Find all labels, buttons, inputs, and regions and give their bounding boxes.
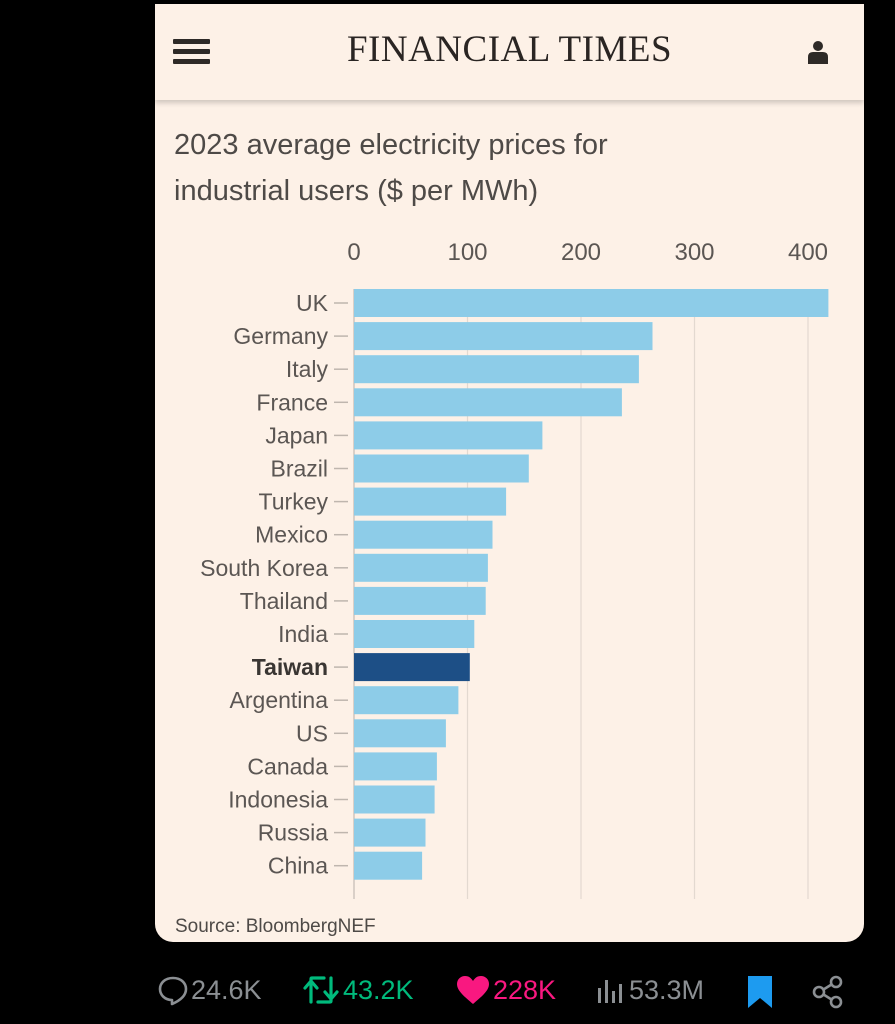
engagement-bar: 24.6K 43.2K 228K 53.3M [0, 960, 895, 1020]
bar-japan [354, 421, 543, 450]
x-tick-label-100: 100 [447, 239, 487, 266]
bar-indonesia [354, 785, 435, 814]
bar-mexico [354, 520, 493, 549]
category-label-argentina: Argentina [230, 687, 329, 713]
bar-italy [354, 355, 639, 384]
category-label-uk: UK [296, 290, 329, 316]
ft-header: FINANCIAL TIMES [155, 4, 864, 100]
reply-icon [158, 976, 188, 1006]
chart-title: 2023 average electricity prices for indu… [174, 122, 608, 214]
reply-count: 24.6K [191, 974, 262, 1005]
category-label-canada: Canada [247, 753, 328, 779]
bar-turkey [354, 487, 507, 516]
x-tick-label-300: 300 [674, 239, 714, 266]
bar-india [354, 620, 475, 648]
like-button[interactable]: 228K [455, 974, 556, 1006]
repost-icon [303, 976, 339, 1004]
views-button[interactable]: 53.3M [595, 974, 704, 1006]
views-count: 53.3M [629, 974, 705, 1005]
bar-thailand [354, 586, 486, 615]
category-label-taiwan: Taiwan [252, 654, 328, 680]
bar-china [354, 851, 423, 880]
category-label-thailand: Thailand [240, 588, 328, 614]
bar-chart: 0 100 200 300 400 UK Germany Italy France Japan Br… [200, 239, 829, 899]
category-label-brazil: Brazil [270, 456, 328, 482]
bookmark-button[interactable] [745, 974, 775, 1010]
category-label-mexico: Mexico [255, 522, 328, 548]
chart-title-line-1: 2023 average electricity prices for [174, 129, 608, 161]
x-tick-label-0: 0 [347, 239, 360, 266]
like-count: 228K [493, 974, 557, 1005]
hamburger-menu-icon[interactable] [173, 39, 210, 65]
bar-south-korea [354, 553, 488, 582]
category-label-china: China [268, 853, 328, 879]
category-label-turkey: Turkey [259, 489, 329, 515]
category-label-indonesia: Indonesia [228, 787, 328, 813]
category-label-italy: Italy [286, 356, 329, 382]
category-label-russia: Russia [258, 820, 329, 846]
bar-uk [354, 289, 829, 317]
bar-germany [354, 322, 653, 351]
share-button[interactable] [810, 974, 846, 1010]
x-tick-label-400: 400 [788, 239, 828, 266]
chart-title-line-2: industrial users ($ per MWh) [174, 175, 539, 207]
category-label-germany: Germany [233, 323, 328, 349]
share-icon [812, 975, 843, 1009]
category-label-japan: Japan [265, 422, 328, 448]
repost-button[interactable]: 43.2K [302, 974, 414, 1006]
brand-logo: FINANCIAL TIMES [346, 29, 673, 70]
views-chart-icon [598, 980, 622, 1003]
x-tick-label-200: 200 [561, 239, 601, 266]
bar-us [354, 719, 446, 748]
bar-france [354, 388, 622, 417]
chart-card: FINANCIAL TIMES 2023 average electricity… [155, 4, 864, 942]
user-account-icon[interactable] [807, 40, 829, 64]
category-label-south-korea: South Korea [200, 555, 328, 581]
bar-taiwan [354, 653, 470, 682]
reply-button[interactable]: 24.6K [157, 974, 262, 1006]
bar-russia [354, 818, 426, 847]
chart-source: Source: BloombergNEF [175, 916, 376, 937]
repost-count: 43.2K [343, 974, 414, 1005]
bar-argentina [354, 686, 459, 715]
category-label-france: France [256, 389, 328, 415]
bar-canada [354, 752, 437, 781]
bar-brazil [354, 454, 529, 483]
bookmark-icon [748, 976, 772, 1008]
category-label-us: US [296, 720, 328, 746]
heart-icon [457, 976, 489, 1004]
category-label-india: India [278, 621, 328, 647]
